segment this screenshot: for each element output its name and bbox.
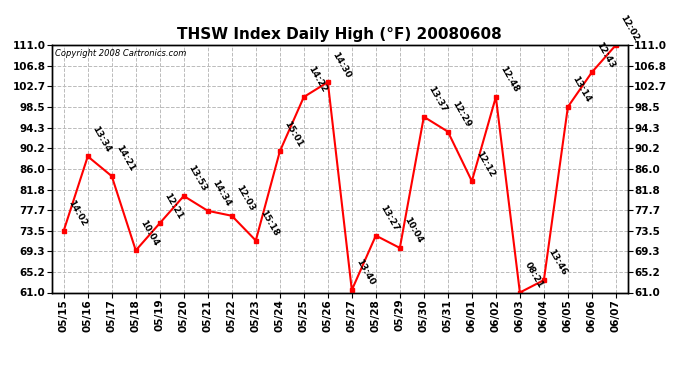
Text: 14:22: 14:22: [306, 65, 328, 94]
Text: 12:02: 12:02: [619, 13, 641, 42]
Text: Copyright 2008 Cartronics.com: Copyright 2008 Cartronics.com: [55, 49, 186, 58]
Text: 15:01: 15:01: [283, 120, 304, 148]
Text: 12:29: 12:29: [451, 99, 473, 129]
Text: 13:37: 13:37: [426, 85, 449, 114]
Text: 12:12: 12:12: [475, 149, 497, 178]
Text: 12:48: 12:48: [499, 65, 521, 94]
Text: 13:46: 13:46: [546, 248, 569, 278]
Text: 10:04: 10:04: [403, 216, 424, 245]
Text: 10:04: 10:04: [139, 219, 161, 248]
Text: 12:43: 12:43: [595, 40, 617, 69]
Text: 12:21: 12:21: [163, 191, 185, 220]
Text: 13:14: 13:14: [571, 75, 593, 104]
Text: 13:53: 13:53: [186, 164, 208, 193]
Text: 14:34: 14:34: [210, 178, 233, 208]
Text: 14:02: 14:02: [66, 198, 88, 228]
Text: 13:34: 13:34: [90, 124, 112, 154]
Text: 08:21: 08:21: [522, 261, 544, 290]
Text: 13:27: 13:27: [379, 203, 401, 233]
Text: 14:21: 14:21: [115, 144, 137, 173]
Text: 14:30: 14:30: [331, 50, 353, 80]
Text: 12:03: 12:03: [235, 184, 257, 213]
Text: 15:18: 15:18: [259, 209, 281, 238]
Title: THSW Index Daily High (°F) 20080608: THSW Index Daily High (°F) 20080608: [177, 27, 502, 42]
Text: 13:40: 13:40: [355, 258, 377, 287]
